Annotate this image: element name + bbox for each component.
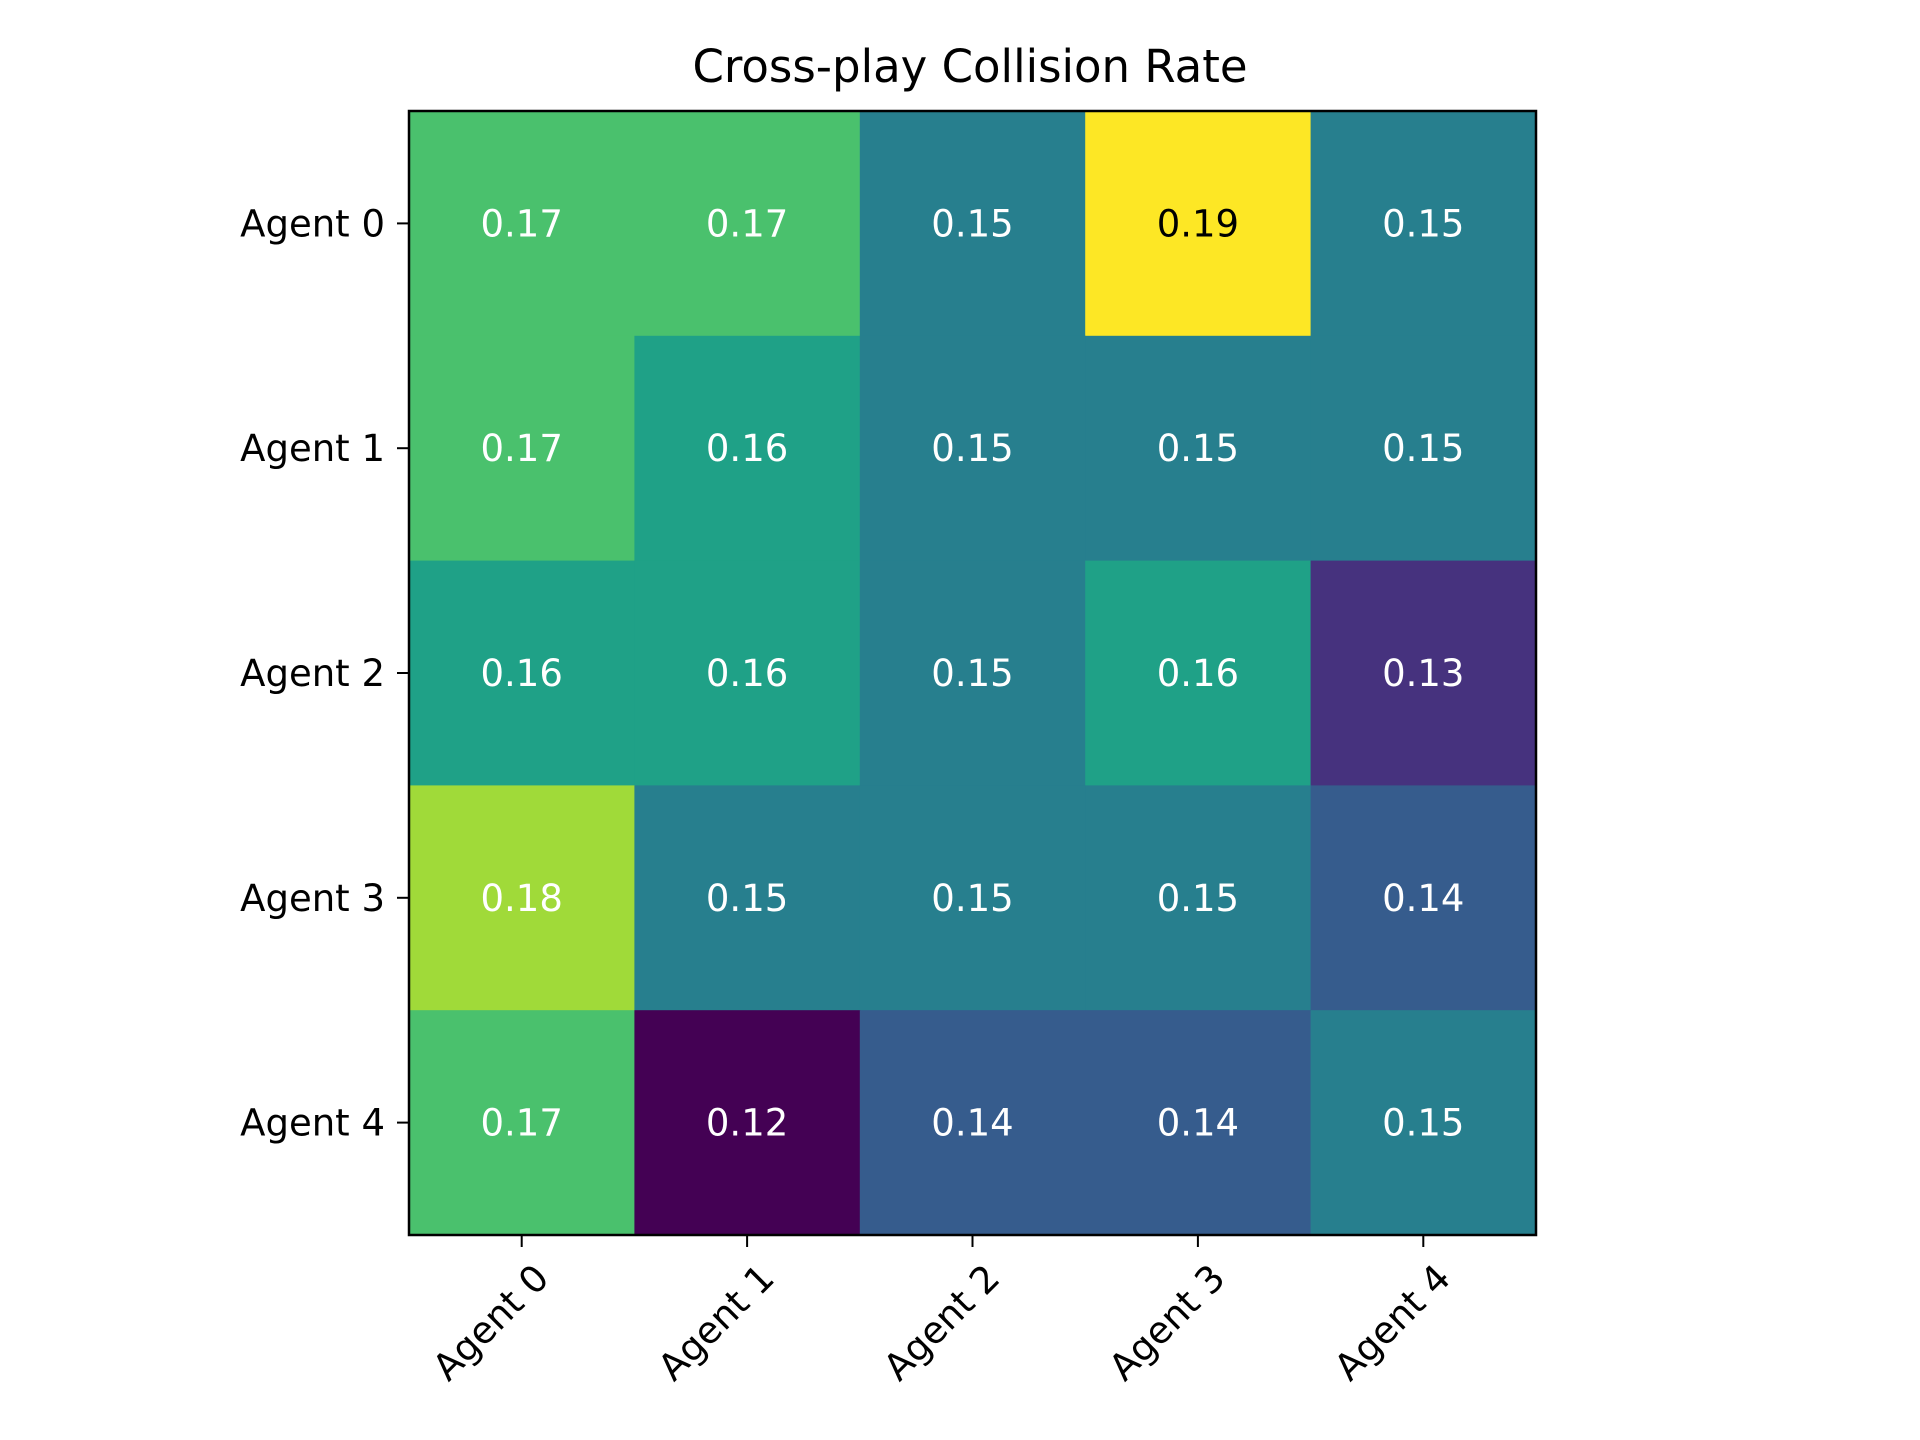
cell-value-label-r1-c3: 0.15 [1157, 427, 1239, 470]
x-tick-label-4: Agent 4 [1326, 1256, 1459, 1389]
cell-value-label-r1-c0: 0.17 [481, 427, 563, 470]
chart-title: Cross-play Collision Rate [692, 40, 1247, 93]
cell-value-label-r3-c0: 0.18 [481, 877, 563, 920]
heatmap-cell-r1-c2 [859, 335, 1086, 562]
cell-value-label-r0-c3: 0.19 [1157, 202, 1239, 245]
heatmap-cell-r0-c2 [859, 111, 1086, 337]
heatmap-cells [409, 111, 1537, 1236]
heatmap-cell-r4-c2 [859, 1010, 1086, 1236]
y-tick-label-2: Agent 2 [240, 652, 385, 695]
heatmap-cell-r4-c4 [1310, 1010, 1537, 1236]
heatmap-cell-r4-c0 [409, 1010, 635, 1236]
heatmap-cell-r2-c0 [409, 560, 635, 786]
heatmap-cell-r0-c0 [409, 111, 635, 337]
x-axis: Agent 0 Agent 1 Agent 2 Agent 3 Agent 4 [424, 1235, 1459, 1389]
cell-value-label-r0-c2: 0.15 [931, 202, 1013, 245]
y-axis: Agent 0 Agent 1 Agent 2 Agent 3 Agent 4 [240, 202, 409, 1145]
heatmap-cell-r2-c2 [859, 560, 1086, 786]
y-tick-label-1: Agent 1 [240, 427, 385, 470]
cell-value-label-r2-c0: 0.16 [481, 652, 563, 695]
heatmap-cell-r0-c1 [634, 111, 861, 337]
x-tick-label-3: Agent 3 [1101, 1256, 1234, 1389]
plot-frame [407, 109, 1538, 1237]
heatmap-cell-r1-c0 [409, 335, 635, 562]
cell-value-label-r2-c1: 0.16 [706, 652, 788, 695]
cell-value-label-r0-c1: 0.17 [706, 202, 788, 245]
heatmap-cell-r3-c0 [409, 785, 635, 1011]
heatmap-cell-r3-c2 [859, 785, 1086, 1011]
cell-value-label-r3-c4: 0.14 [1382, 877, 1464, 920]
cell-value-label-r4-c3: 0.14 [1157, 1102, 1239, 1145]
cell-value-label-r2-c4: 0.13 [1382, 652, 1464, 695]
heatmap-cell-r4-c1 [634, 1010, 861, 1236]
cell-value-label-r4-c1: 0.12 [706, 1102, 788, 1145]
cell-value-label-r1-c2: 0.15 [931, 427, 1013, 470]
cell-value-label-r1-c4: 0.15 [1382, 427, 1464, 470]
cell-value-label-r0-c0: 0.17 [481, 202, 563, 245]
heatmap-cell-r3-c1 [634, 785, 861, 1011]
cell-value-label-r1-c1: 0.16 [706, 427, 788, 470]
cell-value-label-r3-c1: 0.15 [706, 877, 788, 920]
cell-value-label-r0-c4: 0.15 [1382, 202, 1464, 245]
heatmap-cell-r1-c4 [1310, 335, 1537, 562]
heatmap-cell-r2-c3 [1085, 560, 1312, 786]
heatmap-cell-r1-c3 [1085, 335, 1312, 562]
cell-value-label-r3-c3: 0.15 [1157, 877, 1239, 920]
heatmap-cell-r0-c4 [1310, 111, 1537, 337]
x-tick-label-0: Agent 0 [424, 1256, 557, 1389]
heatmap-cell-r4-c3 [1085, 1010, 1312, 1236]
heatmap-cell-r0-c3 [1085, 111, 1312, 337]
cell-value-label-r4-c2: 0.14 [931, 1102, 1013, 1145]
cell-value-label-r4-c4: 0.15 [1382, 1102, 1464, 1145]
heatmap-cell-r3-c4 [1310, 785, 1537, 1011]
cell-value-label-r2-c3: 0.16 [1157, 652, 1239, 695]
y-tick-label-3: Agent 3 [240, 877, 385, 920]
heatmap-cell-labels: 0.17 0.17 0.15 0.19 0.15 0.17 0.16 0.15 0.15 0.15… [481, 202, 1465, 1144]
heatmap-cell-r2-c4 [1310, 560, 1537, 786]
cell-value-label-r3-c2: 0.15 [931, 877, 1013, 920]
heatmap-cell-r2-c1 [634, 560, 861, 786]
cell-value-label-r4-c0: 0.17 [481, 1102, 563, 1145]
heatmap-cell-r3-c3 [1085, 785, 1312, 1011]
heatmap-cell-r1-c1 [634, 335, 861, 562]
cell-value-label-r2-c2: 0.15 [931, 652, 1013, 695]
y-tick-label-0: Agent 0 [240, 202, 385, 245]
x-tick-label-2: Agent 2 [875, 1256, 1008, 1389]
x-tick-label-1: Agent 1 [650, 1256, 783, 1389]
y-tick-label-4: Agent 4 [240, 1102, 385, 1145]
